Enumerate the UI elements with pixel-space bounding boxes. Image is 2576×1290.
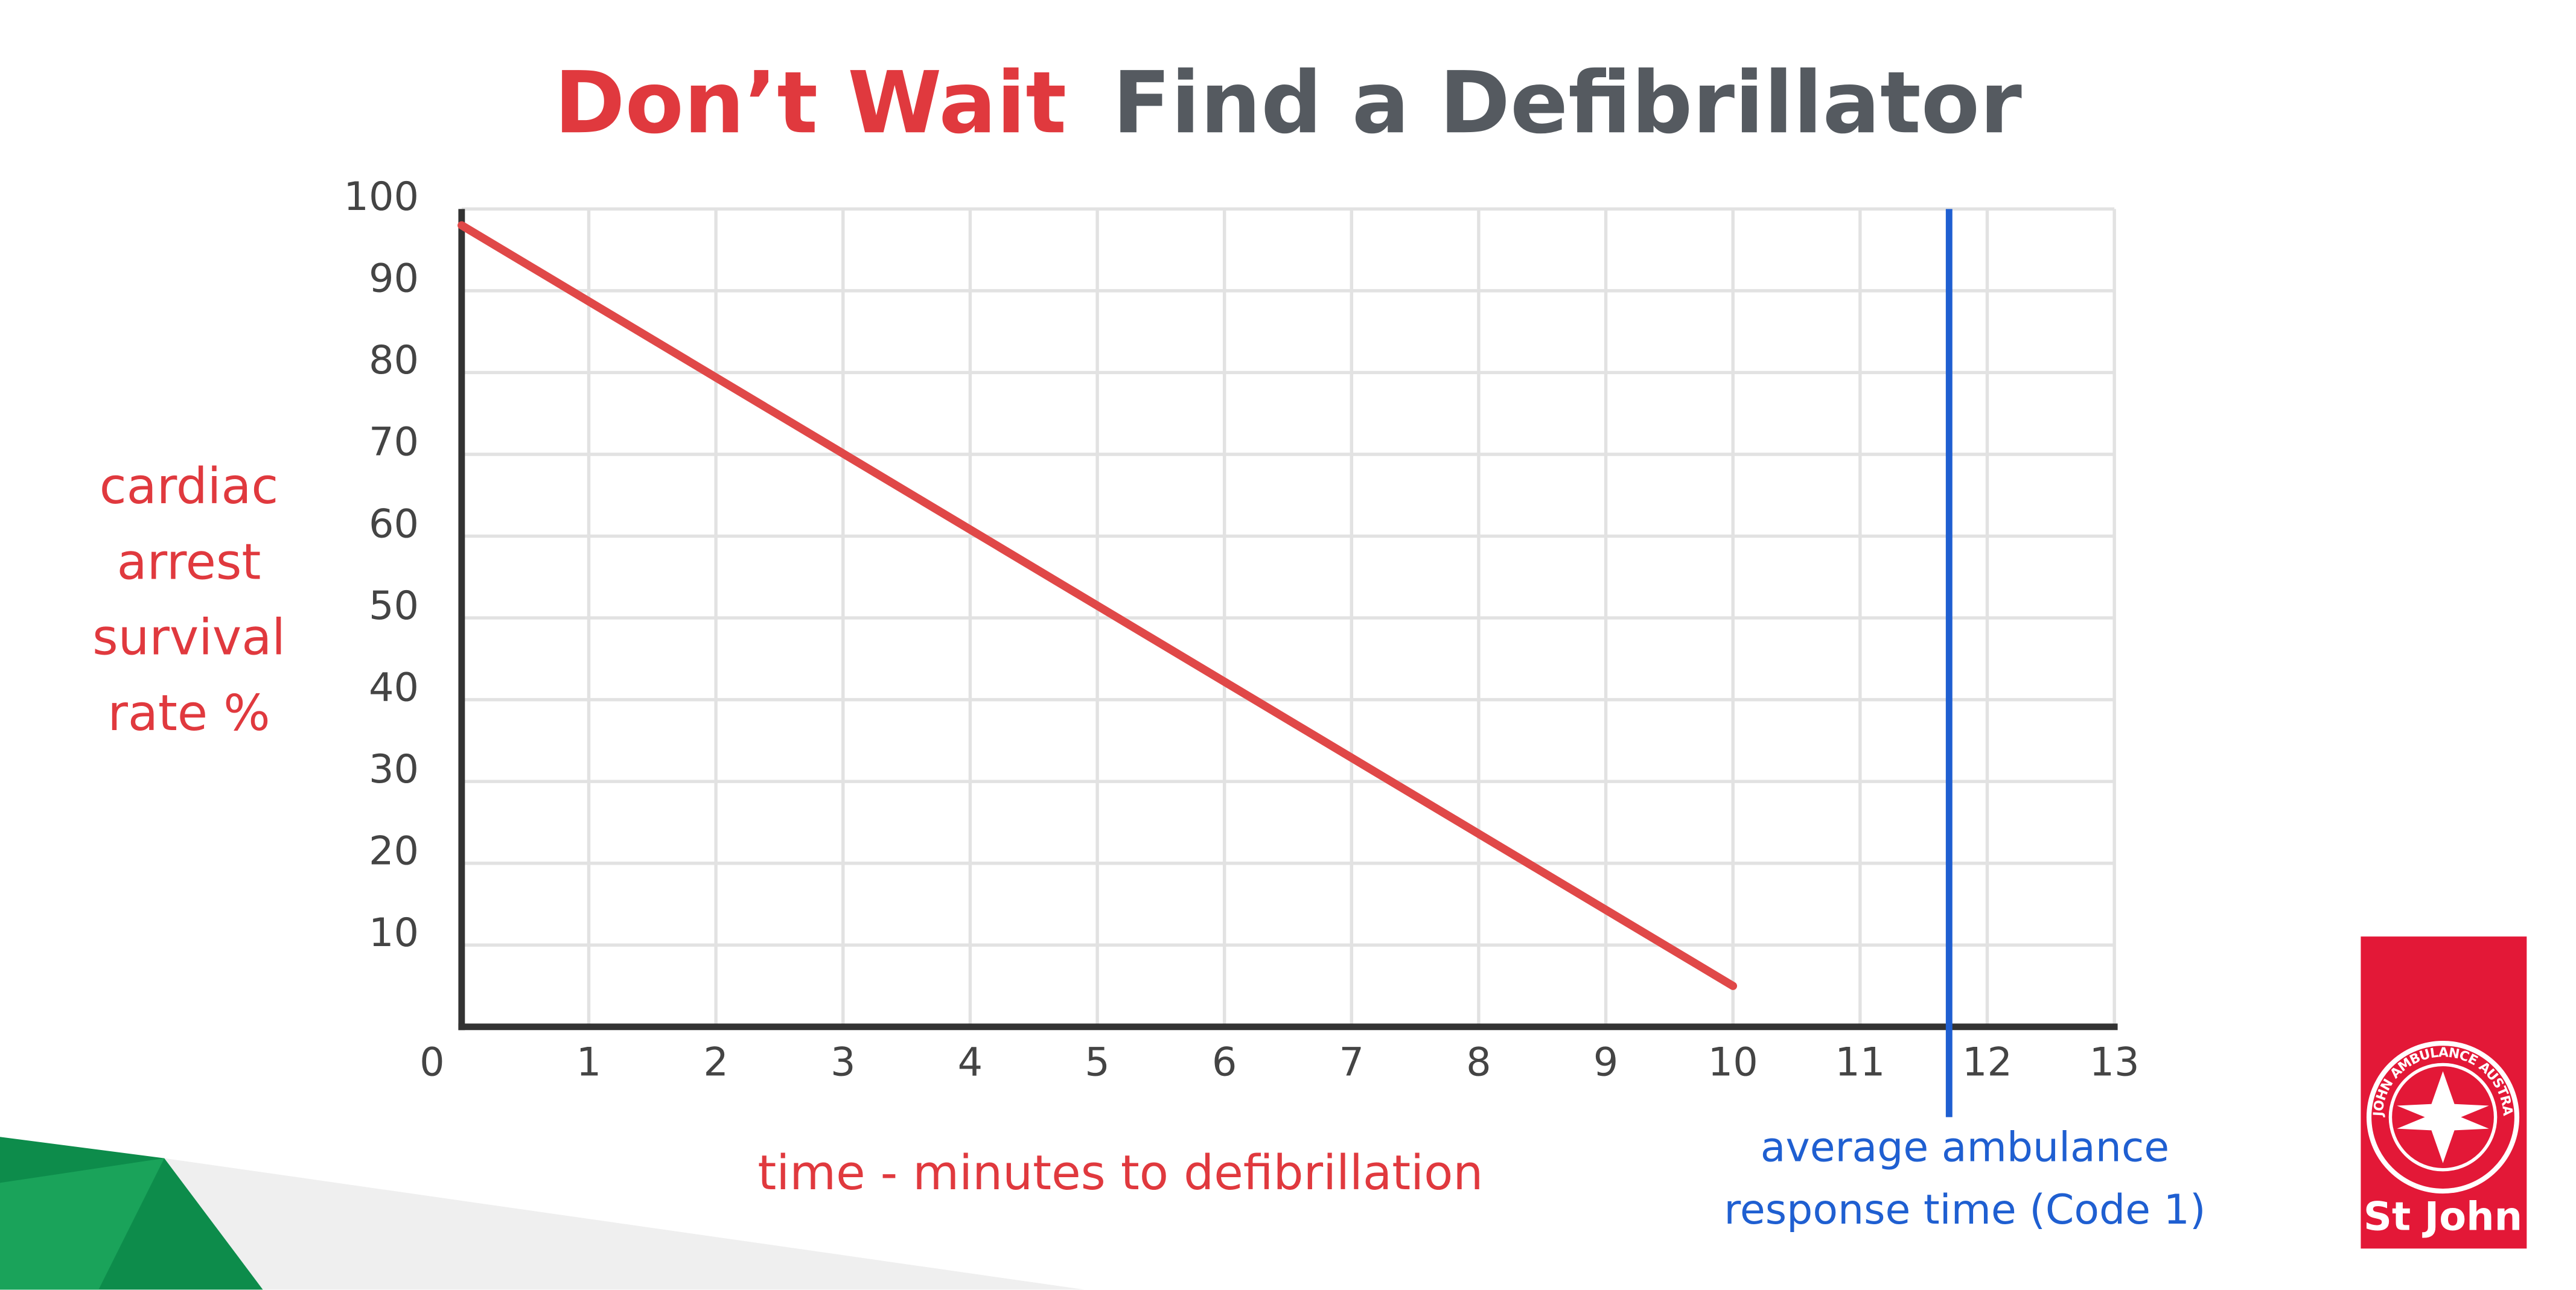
decor-green-light bbox=[0, 1158, 165, 1290]
y-tick-label: 80 bbox=[369, 337, 419, 383]
logo-name: St John bbox=[2364, 1193, 2522, 1239]
logo-inner-ring bbox=[2388, 1063, 2498, 1172]
x-tick-label: 5 bbox=[1085, 1040, 1110, 1085]
x-tick-label: 3 bbox=[831, 1040, 856, 1085]
chart-title: Don’t Wait Find a Defibrillator bbox=[554, 54, 2022, 153]
title-part: Find a Defibrillator bbox=[1112, 54, 2022, 153]
y-tick-label: 60 bbox=[369, 501, 419, 547]
y-tick-label: 40 bbox=[369, 664, 419, 710]
y-axis-label: cardiac bbox=[100, 458, 278, 515]
x-tick-label: 2 bbox=[703, 1040, 728, 1085]
reference-label: response time (Code 1) bbox=[1724, 1186, 2205, 1234]
x-tick-label: 4 bbox=[958, 1040, 983, 1085]
x-tick-label: 11 bbox=[1835, 1040, 1885, 1085]
title-part: Don’t Wait bbox=[554, 54, 1066, 153]
x-axis-label: time - minutes to defibrillation bbox=[757, 1145, 1483, 1201]
y-tick-label: 50 bbox=[369, 583, 419, 629]
reference-label: average ambulance bbox=[1761, 1124, 2169, 1172]
series-line bbox=[457, 221, 1738, 990]
y-axis-label: survival bbox=[92, 609, 285, 667]
logo-ring bbox=[2366, 1040, 2520, 1194]
y-tick-label: 20 bbox=[369, 828, 419, 874]
x-tick-label: 1 bbox=[576, 1040, 602, 1085]
y-axis-label: rate % bbox=[107, 685, 270, 742]
x-tick-label: 10 bbox=[1708, 1040, 1758, 1085]
x-tick-label: 8 bbox=[1466, 1040, 1491, 1085]
x-tick-label: 0 bbox=[419, 1040, 445, 1085]
logo-cross bbox=[2397, 1071, 2489, 1163]
x-tick-label: 9 bbox=[1593, 1040, 1619, 1085]
y-axis-label: arrest bbox=[117, 533, 261, 591]
y-tick-label: 10 bbox=[369, 910, 419, 956]
x-tick-label: 7 bbox=[1339, 1040, 1365, 1085]
x-tick-label: 13 bbox=[2090, 1040, 2140, 1085]
y-tick-label: 70 bbox=[369, 419, 419, 465]
y-tick-label: 90 bbox=[369, 256, 419, 302]
y-tick-label: 100 bbox=[343, 174, 419, 220]
x-tick-label: 6 bbox=[1212, 1040, 1237, 1085]
x-tick-label: 12 bbox=[1962, 1040, 2012, 1085]
y-tick-label: 30 bbox=[369, 746, 419, 792]
